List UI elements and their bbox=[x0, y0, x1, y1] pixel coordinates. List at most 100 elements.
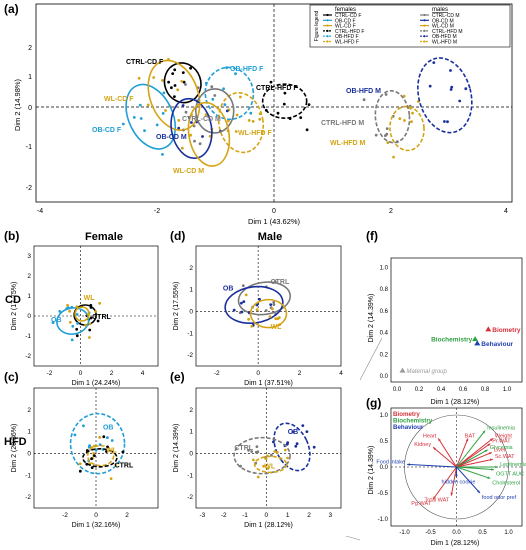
tick-label: 0.0 bbox=[380, 465, 389, 471]
legend-label: WL-HFD F bbox=[335, 40, 359, 46]
label-ob-hfd-f: OB-HFD F bbox=[230, 66, 264, 73]
tick-label: -1 bbox=[26, 144, 32, 151]
tick-label: 2 bbox=[125, 512, 129, 519]
data-point bbox=[305, 128, 309, 132]
tick-label: -2 bbox=[26, 185, 32, 192]
tick-label: 1 bbox=[28, 74, 32, 81]
data-point bbox=[269, 80, 273, 84]
axis-label: Dim 1 (32.16%) bbox=[72, 522, 121, 529]
data-point bbox=[241, 284, 245, 287]
legend-label: CTRL-HFD M bbox=[432, 29, 463, 35]
tick-label: 2 bbox=[298, 370, 302, 377]
data-point bbox=[301, 424, 305, 427]
data-point bbox=[106, 436, 109, 439]
tick-label: -1.0 bbox=[378, 517, 389, 523]
data-point bbox=[274, 317, 278, 320]
data-point bbox=[84, 323, 87, 327]
variable-label: Glycemia bbox=[490, 445, 514, 451]
tick-label: -2 bbox=[221, 512, 227, 519]
data-point bbox=[170, 86, 173, 90]
data-point bbox=[181, 104, 185, 107]
legend-label: WL-CD F bbox=[335, 24, 356, 30]
arrow-head bbox=[495, 465, 499, 469]
tick-label: -2 bbox=[25, 353, 31, 360]
panel-frame bbox=[195, 245, 342, 367]
data-point bbox=[384, 93, 388, 96]
panel-frame bbox=[195, 387, 342, 509]
arrow-head bbox=[487, 476, 491, 479]
data-point bbox=[240, 310, 244, 314]
group-ellipse bbox=[74, 306, 90, 322]
tick-label: 1.0 bbox=[503, 387, 512, 393]
data-point bbox=[262, 464, 265, 468]
data-point bbox=[182, 80, 186, 84]
data-point bbox=[264, 309, 268, 312]
data-point bbox=[110, 439, 114, 442]
data-point bbox=[82, 424, 85, 428]
group-label: CTRL bbox=[115, 463, 134, 470]
group-ellipse bbox=[253, 455, 288, 474]
tick-label: 1 bbox=[27, 429, 31, 436]
tick-label: 0 bbox=[28, 105, 32, 112]
variable-label: Food intake bbox=[376, 459, 405, 465]
label-ob-cd-m: OB-CD M bbox=[156, 134, 187, 141]
tick-label: 1.0 bbox=[504, 530, 513, 536]
data-point bbox=[449, 69, 452, 72]
variable-label: Sc.WAT bbox=[495, 454, 515, 460]
tick-label: 0.4 bbox=[380, 331, 389, 337]
data-point bbox=[255, 445, 259, 448]
arrow-head bbox=[489, 458, 493, 462]
data-point bbox=[109, 477, 113, 480]
legend-marker bbox=[326, 40, 329, 43]
legend-marker bbox=[423, 35, 426, 38]
panel-e: -3 -2 -1 0 1 2 3 2 1 0 -1 -2 Dim 1 (28.12%) Dim 2 (14… bbox=[173, 387, 342, 529]
tick-label: 0.0 bbox=[393, 387, 402, 393]
triangle-marker bbox=[399, 367, 406, 373]
legend-label: WL-CD M bbox=[432, 24, 454, 30]
tick-label: 0.8 bbox=[481, 387, 490, 393]
variable-label: Cholesterol bbox=[492, 480, 520, 486]
tick-label: -1 bbox=[187, 472, 193, 479]
tick-label: 2 bbox=[28, 45, 32, 52]
axis-label: Dim 1 (24.24%) bbox=[72, 380, 121, 387]
data-point bbox=[256, 475, 260, 479]
data-point bbox=[386, 141, 390, 145]
tick-label: -2 bbox=[214, 370, 220, 377]
group-ellipse bbox=[187, 101, 231, 167]
data-point bbox=[98, 436, 102, 439]
data-point bbox=[180, 80, 184, 83]
panel-g: -1.0 -0.5 0.0 0.5 1.0 1.0 0.5 0.0 -0.5 -1.0 Heart K… bbox=[368, 407, 526, 547]
loading-arrow bbox=[432, 446, 457, 468]
tick-label: -2 bbox=[154, 208, 160, 215]
group-ellipse bbox=[224, 285, 284, 324]
variable-label: Leptinemia bbox=[500, 462, 526, 468]
data-point bbox=[247, 317, 251, 321]
label-wl-hfd-f: WL-HFD F bbox=[238, 130, 273, 137]
data-point bbox=[173, 84, 177, 87]
data-point bbox=[247, 448, 250, 452]
data-point bbox=[71, 324, 75, 328]
axis-label: Dim 2 (14.39%) bbox=[173, 424, 180, 473]
data-point bbox=[271, 307, 274, 311]
label-wl-cd-f: WL-CD F bbox=[104, 96, 134, 103]
data-point bbox=[161, 153, 164, 156]
legend-title: Figure legend bbox=[314, 10, 320, 41]
data-point bbox=[201, 135, 204, 138]
loading-arrow bbox=[456, 466, 494, 471]
loading-arrow bbox=[456, 430, 486, 468]
tick-label: 0 bbox=[27, 313, 31, 320]
tick-label: 0 bbox=[27, 450, 31, 457]
panel-a-ellipses bbox=[125, 57, 473, 167]
panel-f-points: Biometry Biochemistry Behaviour Maternal gr… bbox=[399, 326, 521, 375]
data-point bbox=[242, 300, 246, 303]
legend-marker bbox=[326, 35, 329, 38]
group-label: WL bbox=[264, 464, 276, 471]
data-point bbox=[227, 119, 230, 123]
panel-b-letter: (b) bbox=[4, 229, 19, 243]
label-ob-hfd-m: OB-HFD M bbox=[346, 88, 381, 95]
data-point bbox=[269, 303, 273, 306]
group-label: CTRL bbox=[234, 445, 253, 452]
connector-line bbox=[345, 535, 361, 541]
data-point bbox=[68, 320, 72, 324]
data-point bbox=[276, 111, 280, 115]
